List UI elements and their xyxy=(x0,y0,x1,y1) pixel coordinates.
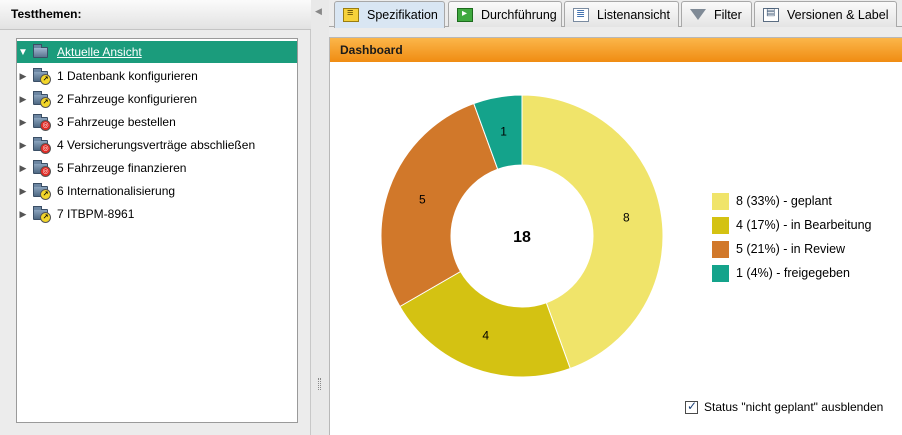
legend-swatch xyxy=(712,264,729,282)
expand-right-icon[interactable]: ▶ xyxy=(19,185,27,196)
tree-item[interactable]: ▶ ◎ 4 Versicherungsverträge abschließen xyxy=(17,134,297,156)
tab-label: Filter xyxy=(714,7,742,22)
legend-item: 4 (17%) - in Bearbeitung xyxy=(712,213,872,237)
collapse-left-icon[interactable]: ◀ xyxy=(315,6,322,16)
donut-slice[interactable] xyxy=(380,102,499,308)
legend-label: 4 (17%) - in Bearbeitung xyxy=(736,218,872,232)
progress-folder-icon: ↗ xyxy=(31,183,53,200)
panel-splitter[interactable]: ◀ xyxy=(311,0,329,435)
tree-item[interactable]: ▶ ↗ 2 Fahrzeuge konfigurieren xyxy=(17,88,297,110)
slice-value-label: 8 xyxy=(623,211,630,225)
tree-item-label: 3 Fahrzeuge bestellen xyxy=(57,115,176,129)
splitter-grip[interactable] xyxy=(318,378,321,390)
tab-durchfuehrung[interactable]: Durchführung xyxy=(448,1,562,27)
donut-slice[interactable] xyxy=(473,94,523,170)
legend-item: 8 (33%) - geplant xyxy=(712,189,872,213)
slice-value-label: 4 xyxy=(482,329,489,343)
donut-slice[interactable] xyxy=(521,94,664,370)
tree-item[interactable]: ▶ ◎ 5 Fahrzeuge finanzieren xyxy=(17,157,297,179)
tab-spezifikation[interactable]: Spezifikation xyxy=(334,1,445,28)
list-view-icon xyxy=(573,7,589,22)
legend-swatch xyxy=(712,192,729,210)
legend-label: 5 (21%) - in Review xyxy=(736,242,846,256)
tree-item-label: 2 Fahrzeuge konfigurieren xyxy=(57,92,198,106)
checkbox-label: Status "nicht geplant" ausblenden xyxy=(704,400,884,414)
tree-item[interactable]: ▶ ↗ 1 Datenbank konfigurieren xyxy=(17,65,297,87)
filter-icon xyxy=(690,9,706,20)
tab-label: Versionen & Label xyxy=(787,7,889,22)
tree-root-current-view[interactable]: ▼ Aktuelle Ansicht xyxy=(17,41,297,63)
donut-slice[interactable] xyxy=(399,270,571,378)
slice-value-label: 5 xyxy=(419,193,426,207)
legend-swatch xyxy=(712,216,729,234)
clock-folder-icon: ↗ xyxy=(31,68,53,85)
legend-label: 1 (4%) - freigegeben xyxy=(736,266,850,280)
dashboard-panel: Dashboard 8 4 5 1 18 8 (33%) - geplant 4 (17%… xyxy=(329,37,902,435)
donut-total-label: 18 xyxy=(513,229,531,246)
expand-down-icon[interactable]: ▼ xyxy=(18,46,28,58)
legend-item: 5 (21%) - in Review xyxy=(712,237,872,261)
status-donut-chart: 8 4 5 1 18 xyxy=(380,94,664,378)
tab-listenansicht[interactable]: Listenansicht xyxy=(564,1,679,27)
tree-item[interactable]: ▶ ↗ 6 Internationalisierung xyxy=(17,180,297,202)
expand-right-icon[interactable]: ▶ xyxy=(19,116,27,127)
legend-swatch xyxy=(712,240,729,258)
progress-folder-icon: ↗ xyxy=(31,206,53,223)
checkbox-checked-icon[interactable] xyxy=(685,399,698,414)
legend-label: 8 (33%) - geplant xyxy=(736,194,832,208)
hide-not-planned-toggle[interactable]: Status "nicht geplant" ausblenden xyxy=(685,399,884,414)
tab-versionen-label[interactable]: Versionen & Label xyxy=(754,1,897,27)
clock-folder-icon: ↗ xyxy=(31,91,53,108)
review-folder-icon: ◎ xyxy=(31,114,53,131)
tree-root-label: Aktuelle Ansicht xyxy=(57,45,142,59)
expand-right-icon[interactable]: ▶ xyxy=(19,93,27,104)
tab-label: Durchführung xyxy=(481,7,557,22)
tree-item-label: 5 Fahrzeuge finanzieren xyxy=(57,161,187,175)
tab-filter[interactable]: Filter xyxy=(681,1,752,27)
versions-icon xyxy=(763,7,779,22)
topic-tree[interactable]: ▼ Aktuelle Ansicht ▶ ↗ 1 Datenbank konfigu… xyxy=(16,38,298,423)
tab-label: Listenansicht xyxy=(597,7,670,22)
expand-right-icon[interactable]: ▶ xyxy=(19,139,27,150)
slice-value-label: 1 xyxy=(500,125,507,139)
folder-icon xyxy=(31,44,53,60)
tab-label: Spezifikation xyxy=(367,8,438,22)
legend-item: 1 (4%) - freigegeben xyxy=(712,261,872,285)
tree-item[interactable]: ▶ ◎ 3 Fahrzeuge bestellen xyxy=(17,111,297,133)
specification-icon xyxy=(343,7,359,22)
tree-item-label: 4 Versicherungsverträge abschließen xyxy=(57,138,256,152)
expand-right-icon[interactable]: ▶ xyxy=(19,162,27,173)
tab-bar: Spezifikation Durchführung Listenansicht… xyxy=(329,0,902,28)
dashboard-title: Dashboard xyxy=(330,38,902,62)
expand-right-icon[interactable]: ▶ xyxy=(19,208,27,219)
review-folder-icon: ◎ xyxy=(31,137,53,154)
panel-title: Testthemen: xyxy=(0,0,311,30)
execution-icon xyxy=(457,7,473,22)
review-folder-icon: ◎ xyxy=(31,160,53,177)
expand-right-icon[interactable]: ▶ xyxy=(19,70,27,81)
chart-legend: 8 (33%) - geplant 4 (17%) - in Bearbeitun… xyxy=(712,189,872,285)
testthemen-panel: Testthemen: ▼ Aktuelle Ansicht ▶ ↗ 1 Daten… xyxy=(0,0,311,435)
tree-item-label: 1 Datenbank konfigurieren xyxy=(57,69,198,83)
tree-item[interactable]: ▶ ↗ 7 ITBPM-8961 xyxy=(17,203,297,225)
tree-item-label: 7 ITBPM-8961 xyxy=(57,207,135,221)
tree-item-label: 6 Internationalisierung xyxy=(57,184,176,198)
